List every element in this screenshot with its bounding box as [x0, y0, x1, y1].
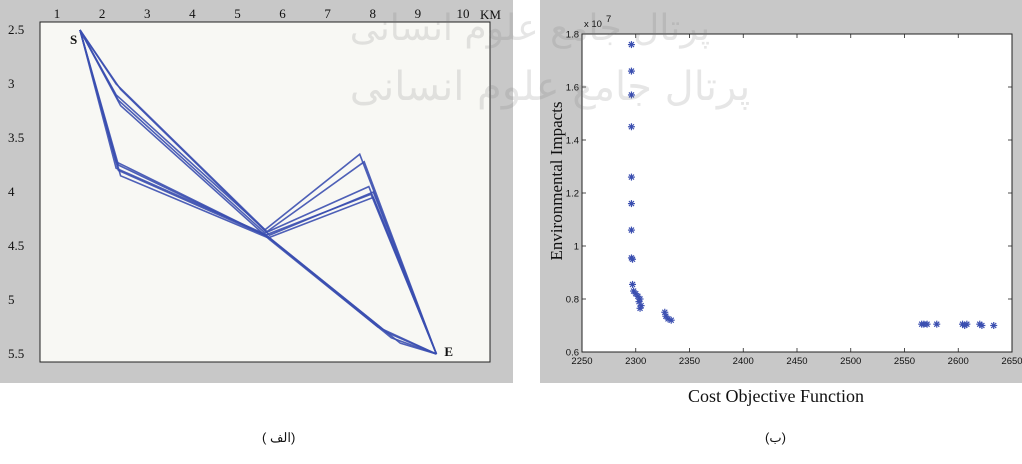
x-tick-label: 7 [324, 6, 331, 21]
plot-area [39, 21, 491, 363]
y-tick-label: 0.6 [566, 348, 579, 359]
x-tick-label: 1 [54, 6, 61, 21]
x-tick-label: 5 [234, 6, 241, 21]
scatter-point-24 [923, 320, 931, 328]
x-tick-label: 10 [457, 6, 470, 21]
scatter-point-6 [627, 200, 635, 208]
x-tick-label: 2350 [679, 356, 700, 367]
y-tick-label: 4 [8, 184, 15, 199]
y-tick-label: 3 [8, 76, 15, 91]
caption-right: (ب) [765, 430, 786, 445]
y-tick-label: 5 [8, 292, 15, 307]
x-tick-label: 2650 [1001, 356, 1022, 367]
scatter-point-21 [667, 316, 675, 324]
watermark-text-bottom: پرتال جامع علوم انسانی [350, 64, 751, 110]
pareto-chart: 2250 2300 2350 2400 2450 2500 2550 2600 2650 0.6 0… [547, 14, 1022, 367]
x-tick-label: 2500 [840, 356, 861, 367]
x-unit-label: KM [480, 7, 501, 22]
x-tick-label: 8 [370, 6, 377, 21]
x-tick-label: 4 [189, 6, 196, 21]
y-tick-label: 0.8 [566, 295, 579, 306]
y-tick-label: 3.5 [8, 130, 24, 145]
y-scale-exponent: 7 [606, 14, 611, 25]
scatter-point-31 [990, 322, 998, 329]
y-tick-label: 1.8 [566, 30, 579, 41]
route-line-9 [79, 29, 437, 355]
y-tick-label: 1.4 [566, 136, 579, 147]
x-axis-title: Cost Objective Function [688, 386, 864, 406]
route-chart: 1 2 3 4 5 6 7 8 9 10 KM 2.5 3 3.5 4 4.5 5 5.5 S E [8, 6, 501, 363]
x-tick-label: 2450 [786, 356, 807, 367]
x-tick-label: 2 [99, 6, 106, 21]
x-tick-label: 2600 [948, 356, 969, 367]
scatter-point-10 [629, 280, 637, 288]
watermark-logo: پرتال جامع علوم انسانی پرتال جامع علوم ا… [350, 8, 751, 110]
caption-left: ( الف) [262, 430, 296, 445]
x-tick-label: 9 [415, 6, 422, 21]
point-label-S: S [70, 32, 77, 47]
scatter-point-25 [933, 320, 941, 328]
scatter-point-17 [636, 304, 644, 312]
y-tick-label: 4.5 [8, 238, 24, 253]
y-tick-label: 1.6 [566, 83, 579, 94]
scatter-point-28 [963, 320, 971, 328]
y-tick-label: 1.2 [566, 189, 579, 200]
y-scale-label: x 10 [584, 19, 602, 30]
x-tick-label: 3 [144, 6, 151, 21]
pareto-chart-panel: 2250 2300 2350 2400 2450 2500 2550 2600 2650 0.6 0… [540, 0, 1022, 383]
x-tick-label: 2250 [571, 356, 592, 367]
y-tick-label: 5.5 [8, 346, 24, 361]
x-tick-label: 2300 [625, 356, 646, 367]
y-axis-title: Environmental Impacts [547, 101, 566, 260]
x-tick-label: 2550 [894, 356, 915, 367]
y-tick-label: 2.5 [8, 22, 24, 37]
scatter-point-4 [627, 123, 635, 131]
route-line-10 [79, 29, 437, 355]
y-tick-label: 1 [574, 242, 579, 253]
scatter-point-3 [627, 91, 635, 99]
x-tick-label: 2400 [733, 356, 754, 367]
scatter-point-1 [627, 41, 635, 49]
scatter-point-7 [627, 226, 635, 234]
scatter-point-2 [627, 67, 635, 75]
x-tick-label: 6 [279, 6, 286, 21]
point-label-E: E [444, 344, 453, 359]
watermark-text-top: پرتال جامع علوم انسانی [350, 8, 710, 49]
scatter-point-30 [978, 322, 986, 329]
scatter-point-5 [627, 173, 635, 181]
route-chart-panel: 1 2 3 4 5 6 7 8 9 10 KM 2.5 3 3.5 4 4.5 5 5.5 S E [0, 0, 513, 383]
scatter-point-9 [629, 255, 637, 263]
